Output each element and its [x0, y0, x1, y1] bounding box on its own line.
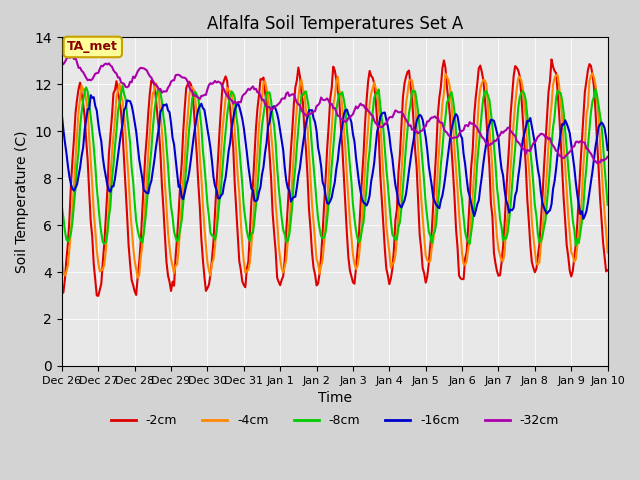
-4cm [604, 250, 611, 255]
Line: -2cm: -2cm [62, 60, 607, 296]
-16cm [539, 200, 547, 206]
-8cm [539, 234, 547, 240]
-16cm [58, 113, 66, 119]
Line: -8cm: -8cm [62, 85, 607, 246]
-2cm [161, 234, 169, 240]
-32cm [58, 62, 66, 68]
-32cm [539, 131, 547, 137]
-4cm [589, 71, 596, 76]
-2cm [371, 80, 378, 86]
-4cm [134, 275, 141, 280]
-4cm [388, 261, 396, 266]
-16cm [371, 160, 378, 166]
-8cm [388, 231, 396, 237]
-32cm [604, 154, 611, 160]
-2cm [548, 57, 556, 62]
Line: -4cm: -4cm [62, 73, 607, 277]
-16cm [87, 92, 95, 98]
-8cm [73, 163, 81, 168]
-16cm [604, 147, 611, 153]
Title: Alfalfa Soil Temperatures Set A: Alfalfa Soil Temperatures Set A [207, 15, 463, 33]
-2cm [95, 293, 102, 299]
-4cm [371, 80, 378, 85]
-8cm [161, 125, 169, 131]
-4cm [73, 131, 81, 137]
-32cm [371, 118, 378, 123]
Y-axis label: Soil Temperature (C): Soil Temperature (C) [15, 131, 29, 273]
-32cm [593, 160, 601, 166]
-2cm [388, 266, 396, 272]
-32cm [401, 114, 408, 120]
-16cm [401, 198, 408, 204]
-2cm [401, 81, 408, 86]
Text: TA_met: TA_met [67, 40, 118, 53]
-32cm [68, 53, 76, 59]
X-axis label: Time: Time [318, 391, 352, 405]
-32cm [75, 65, 83, 71]
-16cm [580, 216, 588, 222]
Line: -32cm: -32cm [62, 56, 607, 163]
-8cm [58, 204, 66, 210]
-32cm [161, 88, 169, 94]
-8cm [604, 202, 611, 208]
-8cm [118, 83, 126, 88]
Line: -16cm: -16cm [62, 95, 607, 219]
-2cm [604, 267, 611, 273]
-8cm [572, 243, 580, 249]
-8cm [401, 164, 408, 169]
-8cm [371, 95, 378, 101]
Legend: -2cm, -4cm, -8cm, -16cm, -32cm: -2cm, -4cm, -8cm, -16cm, -32cm [106, 409, 564, 432]
-2cm [73, 96, 81, 102]
-16cm [73, 181, 81, 187]
-4cm [539, 229, 547, 235]
-32cm [388, 114, 396, 120]
-4cm [401, 125, 408, 131]
-16cm [388, 155, 396, 161]
-2cm [539, 195, 547, 201]
-2cm [58, 291, 66, 297]
-16cm [161, 103, 169, 108]
-4cm [58, 257, 66, 263]
-4cm [161, 182, 169, 188]
